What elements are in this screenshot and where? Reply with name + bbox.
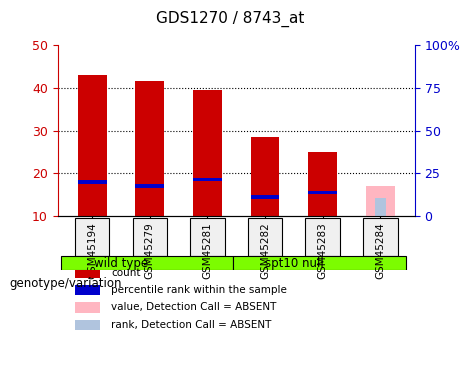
Text: spt10 null: spt10 null xyxy=(265,256,323,270)
Bar xyxy=(251,137,279,216)
FancyBboxPatch shape xyxy=(233,256,406,270)
Text: GSM45284: GSM45284 xyxy=(375,222,385,279)
Text: value, Detection Call = ABSENT: value, Detection Call = ABSENT xyxy=(111,303,277,312)
Bar xyxy=(193,90,222,216)
Text: count: count xyxy=(111,268,141,278)
FancyBboxPatch shape xyxy=(363,218,397,256)
FancyBboxPatch shape xyxy=(248,218,282,256)
Bar xyxy=(366,186,395,216)
Bar xyxy=(78,75,106,216)
Bar xyxy=(136,81,164,216)
Text: GSM45281: GSM45281 xyxy=(202,222,213,279)
Text: GDS1270 / 8743_at: GDS1270 / 8743_at xyxy=(156,11,305,27)
Text: wild type: wild type xyxy=(94,256,148,270)
Bar xyxy=(76,285,100,295)
Bar xyxy=(375,198,386,216)
Bar xyxy=(76,302,100,313)
Text: GSM45194: GSM45194 xyxy=(87,222,97,279)
Bar xyxy=(308,191,337,194)
Text: rank, Detection Call = ABSENT: rank, Detection Call = ABSENT xyxy=(111,320,272,330)
FancyBboxPatch shape xyxy=(190,218,225,256)
Text: percentile rank within the sample: percentile rank within the sample xyxy=(111,285,287,295)
Bar xyxy=(76,320,100,330)
Bar xyxy=(251,195,279,199)
Text: GSM45279: GSM45279 xyxy=(145,222,155,279)
Bar xyxy=(76,268,100,278)
FancyBboxPatch shape xyxy=(60,256,233,270)
FancyBboxPatch shape xyxy=(133,218,167,256)
Text: GSM45282: GSM45282 xyxy=(260,222,270,279)
Bar xyxy=(193,178,222,182)
Text: GSM45283: GSM45283 xyxy=(318,222,328,279)
FancyBboxPatch shape xyxy=(75,218,110,256)
Bar xyxy=(308,152,337,216)
Bar xyxy=(136,184,164,188)
FancyBboxPatch shape xyxy=(306,218,340,256)
Bar xyxy=(78,180,106,184)
Text: genotype/variation: genotype/variation xyxy=(9,277,122,290)
